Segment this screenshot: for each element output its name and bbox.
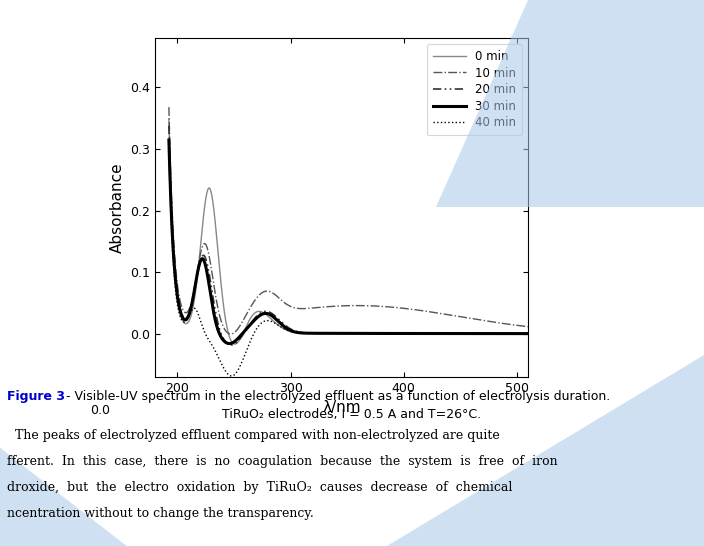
Polygon shape — [387, 355, 704, 546]
Text: The peaks of electrolyzed effluent compared with non-electrolyzed are quite: The peaks of electrolyzed effluent compa… — [7, 429, 500, 442]
Text: Figure 3: Figure 3 — [7, 390, 65, 403]
Y-axis label: Absorbance: Absorbance — [109, 162, 125, 253]
Text: fferent.  In  this  case,  there  is  no  coagulation  because  the  system  is : fferent. In this case, there is no coagu… — [7, 455, 558, 468]
X-axis label: λ/nm: λ/nm — [322, 400, 360, 415]
Text: droxide,  but  the  electro  oxidation  by  TiRuO₂  causes  decrease  of  chemic: droxide, but the electro oxidation by Ti… — [7, 481, 513, 494]
Polygon shape — [436, 0, 704, 207]
Text: TiRuO₂ electrodes, I = 0.5 A and T=26°C.: TiRuO₂ electrodes, I = 0.5 A and T=26°C. — [222, 408, 482, 422]
Polygon shape — [0, 448, 127, 546]
Text: - Visible-UV spectrum in the electrolyzed effluent as a function of electrolysis: - Visible-UV spectrum in the electrolyze… — [62, 390, 610, 403]
Text: ncentration without to change the transparency.: ncentration without to change the transp… — [7, 507, 314, 520]
Legend: 0 min, 10 min, 20 min, 30 min, 40 min: 0 min, 10 min, 20 min, 30 min, 40 min — [427, 44, 522, 135]
Text: 0.0: 0.0 — [90, 404, 110, 417]
